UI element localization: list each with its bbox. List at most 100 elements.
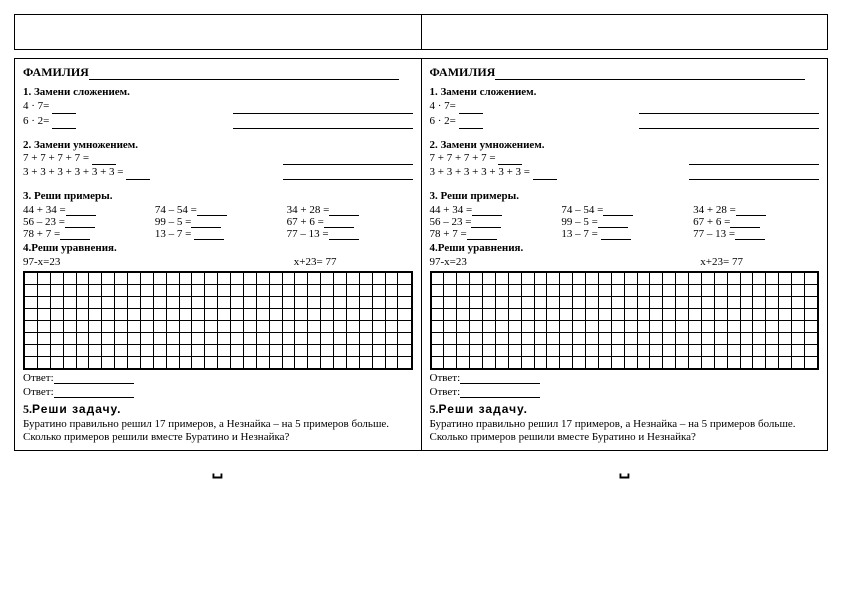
section1-expr: 6 · 2= [23, 115, 52, 127]
brace-icon: ⎵ [421, 451, 828, 477]
answer-row: Ответ: [430, 372, 820, 384]
section2-expr: 3 + 3 + 3 + 3 + 3 + 3 = [23, 166, 126, 178]
examples-grid: 44 + 34 = 74 – 54 = 34 + 28 = 56 – 23 = 99 –… [23, 204, 413, 240]
section2-expr: 7 + 7 + 7 + 7 = [430, 152, 499, 164]
section1-item: 4 · 7= [23, 100, 413, 114]
worksheet: ФАМИЛИЯ 1. Замени сложением. 4 · 7= 6 · 2=… [14, 58, 828, 451]
answer-blank[interactable] [126, 179, 150, 180]
example-item: 44 + 34 = [430, 204, 556, 216]
answer-blank[interactable] [533, 179, 557, 180]
bottom-braces: ⎵ ⎵ [14, 451, 828, 477]
section4-title: 4.Реши уравнения. [430, 242, 820, 254]
section1-item: 6 · 2= [23, 115, 413, 129]
answer-blank[interactable] [54, 383, 134, 384]
example-item: 13 – 7 = [155, 228, 281, 240]
example-item: 34 + 28 = [693, 204, 819, 216]
equation1: 97-х=23 [430, 256, 625, 268]
answer-row: Ответ: [23, 372, 413, 384]
section2-item: 7 + 7 + 7 + 7 = [23, 152, 413, 166]
answer-row: Ответ: [23, 386, 413, 398]
example-item: 99 – 5 = [155, 216, 281, 228]
example-item: 44 + 34 = [23, 204, 149, 216]
work-line[interactable] [639, 128, 819, 129]
answer-blank[interactable] [459, 113, 483, 114]
answer-blank[interactable] [54, 397, 134, 398]
work-line[interactable] [233, 128, 413, 129]
section2-title: 2. Замени умножением. [430, 139, 820, 151]
brace-icon: ⎵ [14, 451, 421, 477]
section1-item: 4 · 7= [430, 100, 820, 114]
example-item: 77 – 13 = [287, 228, 413, 240]
section2-expr: 3 + 3 + 3 + 3 + 3 + 3 = [430, 166, 533, 178]
example-item: 74 – 54 = [561, 204, 687, 216]
answer-blank[interactable] [60, 239, 90, 240]
example-item: 67 + 6 = [287, 216, 413, 228]
section1-expr: 4 · 7= [430, 100, 459, 112]
section3-title: 3. Реши примеры. [23, 190, 413, 202]
section5-title: 5.Реши задачу. [23, 402, 413, 417]
section5-text: Буратино правильно решил 17 примеров, а … [430, 418, 820, 444]
top-header-right [421, 14, 829, 50]
example-item: 34 + 28 = [287, 204, 413, 216]
work-line[interactable] [233, 113, 413, 114]
section1-expr: 4 · 7= [23, 100, 52, 112]
example-item: 74 – 54 = [155, 204, 281, 216]
answer-blank[interactable] [735, 239, 765, 240]
answer-blank[interactable] [601, 239, 631, 240]
work-line[interactable] [689, 179, 819, 180]
surname-blank[interactable] [89, 79, 399, 80]
work-line[interactable] [689, 164, 819, 165]
equation2: х+23= 77 [218, 256, 413, 268]
equations-row: 97-х=23х+23= 77 [23, 256, 413, 268]
equation1: 97-х=23 [23, 256, 218, 268]
top-header-left [14, 14, 421, 50]
answer-blank[interactable] [194, 239, 224, 240]
example-item: 78 + 7 = [430, 228, 556, 240]
answer-blank[interactable] [329, 239, 359, 240]
equation-grid [430, 271, 820, 370]
equation-grid [23, 271, 413, 370]
surname-row: ФАМИЛИЯ [430, 65, 820, 80]
example-item: 67 + 6 = [693, 216, 819, 228]
equations-row: 97-х=23х+23= 77 [430, 256, 820, 268]
worksheet-left: ФАМИЛИЯ 1. Замени сложением. 4 · 7= 6 · 2=… [15, 59, 421, 450]
answer-row: Ответ: [430, 386, 820, 398]
answer-blank[interactable] [460, 397, 540, 398]
equation2: х+23= 77 [624, 256, 819, 268]
section2-title: 2. Замени умножением. [23, 139, 413, 151]
section2-item: 3 + 3 + 3 + 3 + 3 + 3 = [23, 166, 413, 180]
section1-title: 1. Замени сложением. [430, 86, 820, 98]
answer-blank[interactable] [52, 128, 76, 129]
example-item: 56 – 23 = [430, 216, 556, 228]
surname-label: ФАМИЛИЯ [23, 65, 89, 79]
section1-title: 1. Замени сложением. [23, 86, 413, 98]
answer-blank[interactable] [498, 164, 522, 165]
section2-item: 7 + 7 + 7 + 7 = [430, 152, 820, 166]
section5-title: 5.Реши задачу. [430, 402, 820, 417]
example-item: 13 – 7 = [561, 228, 687, 240]
example-item: 78 + 7 = [23, 228, 149, 240]
worksheet-right: ФАМИЛИЯ 1. Замени сложением. 4 · 7= 6 · 2=… [421, 59, 828, 450]
section3-title: 3. Реши примеры. [430, 190, 820, 202]
work-line[interactable] [283, 179, 413, 180]
section5-text: Буратино правильно решил 17 примеров, а … [23, 418, 413, 444]
section1-item: 6 · 2= [430, 115, 820, 129]
surname-label: ФАМИЛИЯ [430, 65, 496, 79]
answer-blank[interactable] [92, 164, 116, 165]
surname-row: ФАМИЛИЯ [23, 65, 413, 80]
examples-grid: 44 + 34 = 74 – 54 = 34 + 28 = 56 – 23 = 99 –… [430, 204, 820, 240]
section4-title: 4.Реши уравнения. [23, 242, 413, 254]
answer-blank[interactable] [459, 128, 483, 129]
work-line[interactable] [283, 164, 413, 165]
example-item: 77 – 13 = [693, 228, 819, 240]
section1-expr: 6 · 2= [430, 115, 459, 127]
example-item: 99 – 5 = [561, 216, 687, 228]
section2-item: 3 + 3 + 3 + 3 + 3 + 3 = [430, 166, 820, 180]
answer-blank[interactable] [460, 383, 540, 384]
section2-expr: 7 + 7 + 7 + 7 = [23, 152, 92, 164]
example-item: 56 – 23 = [23, 216, 149, 228]
surname-blank[interactable] [495, 79, 805, 80]
work-line[interactable] [639, 113, 819, 114]
answer-blank[interactable] [467, 239, 497, 240]
answer-blank[interactable] [52, 113, 76, 114]
